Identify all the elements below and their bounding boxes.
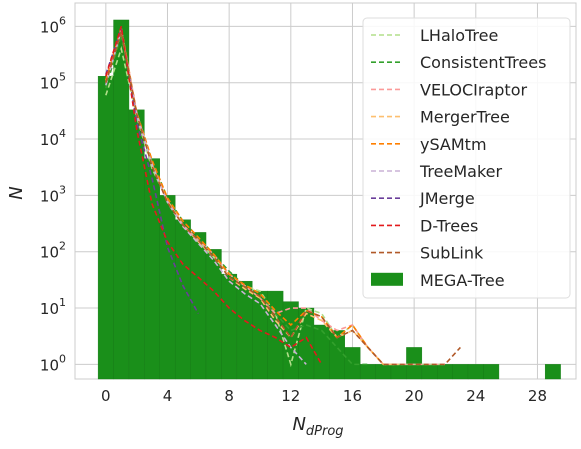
histogram-bar (128, 109, 145, 380)
x-tick-label: 28 (528, 387, 547, 405)
y-tick-label: 100 (40, 352, 66, 374)
legend-label: VELOCIraptor (420, 80, 527, 99)
series-line (105, 30, 307, 365)
histogram-bar (144, 158, 160, 380)
histogram-bar (421, 364, 438, 380)
histogram-bar (190, 232, 207, 380)
histogram-bar (313, 324, 330, 380)
legend-label: ConsistentTrees (420, 53, 546, 72)
x-tick-label: 4 (163, 387, 173, 405)
histogram-bar (174, 219, 191, 380)
series-line (105, 31, 461, 366)
histogram-bar (159, 195, 176, 380)
x-tick-label: 0 (101, 387, 111, 405)
histogram-bar (467, 364, 484, 380)
y-tick-label: 106 (40, 14, 66, 36)
histogram-bar (390, 364, 407, 380)
y-tick-label: 101 (40, 296, 66, 318)
legend-label: MEGA-Tree (420, 271, 505, 290)
histogram-bar (97, 76, 114, 380)
y-tick-label: 104 (40, 127, 66, 149)
x-axis-label: NdProg (292, 414, 343, 439)
histogram-bar (437, 364, 453, 380)
histogram-bar (406, 347, 423, 380)
histogram-bar (344, 347, 361, 380)
x-tick-label: 12 (281, 387, 300, 405)
histogram-bar (252, 290, 268, 380)
histogram-bar (452, 364, 469, 380)
series-lines (105, 26, 461, 368)
y-tick-labels: 100 101 102 103 104 105 106 (40, 14, 66, 374)
legend-label: ySAMtm (420, 135, 487, 154)
histogram-bar (544, 364, 561, 380)
legend-label: JMerge (419, 189, 475, 208)
legend-label: TreeMaker (419, 162, 502, 181)
x-tick-labels: 0 4 8 12 16 20 24 28 (101, 387, 547, 405)
histogram-bar (236, 280, 253, 380)
histogram-bar (359, 364, 376, 380)
x-tick-label: 20 (405, 387, 424, 405)
legend-label: LHaloTree (420, 26, 498, 45)
y-tick-label: 103 (40, 183, 66, 205)
histogram-bar (221, 273, 238, 380)
legend-label: D-Trees (420, 216, 478, 235)
legend-label: SubLink (420, 244, 484, 263)
x-tick-label: 16 (343, 387, 362, 405)
histogram-bar (375, 364, 392, 380)
y-tick-label: 105 (40, 71, 66, 93)
histogram-bar (483, 364, 500, 380)
x-tick-label: 24 (466, 387, 485, 405)
x-tick-label: 8 (224, 387, 234, 405)
histogram-bars (97, 19, 561, 380)
y-tick-label: 102 (40, 240, 66, 262)
legend-swatch (371, 272, 403, 286)
legend-label: MergerTree (420, 108, 510, 127)
y-axis-label: N (6, 186, 27, 199)
legend-box (362, 17, 571, 299)
legend: LHaloTree ConsistentTrees VELOCIraptor Merg… (362, 17, 571, 299)
